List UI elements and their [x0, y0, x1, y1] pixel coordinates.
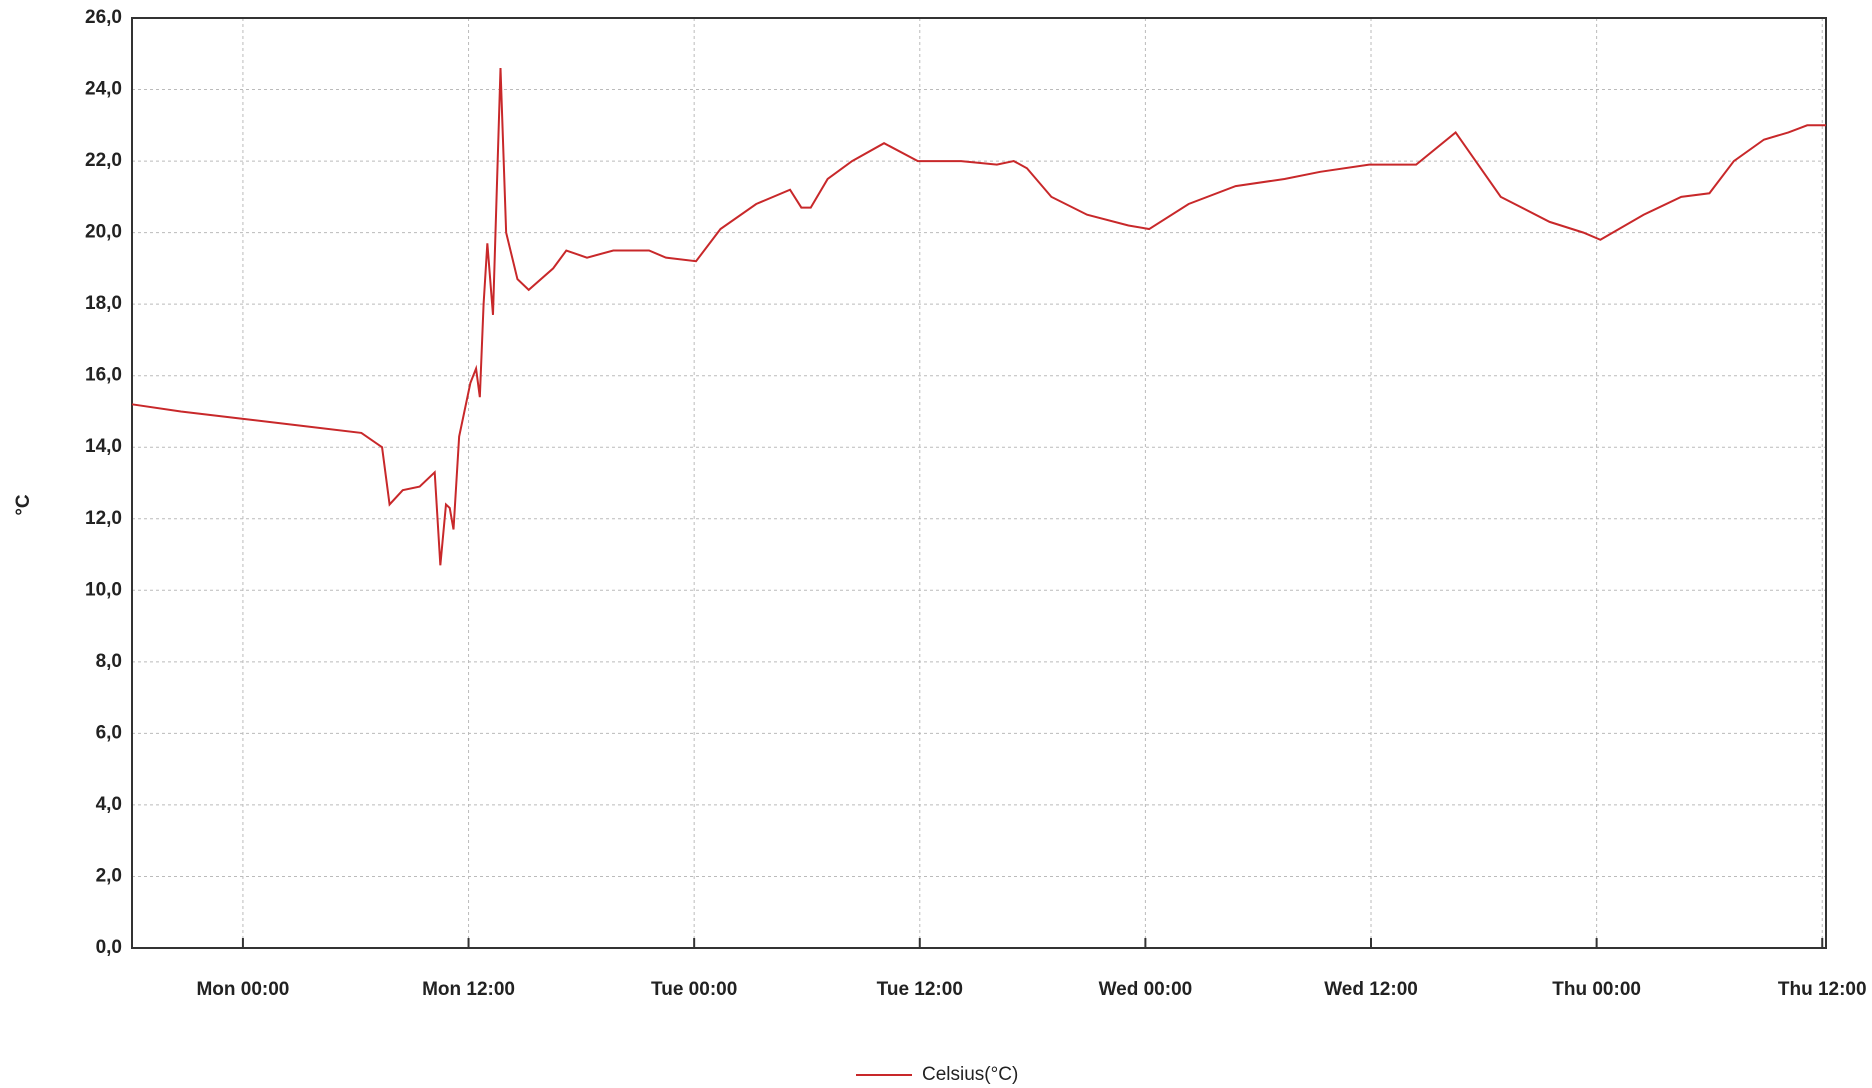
y-axis-label: °C [13, 494, 34, 516]
y-tick-label: 16,0 [85, 365, 122, 386]
x-tick-label: Wed 00:00 [1099, 979, 1193, 1000]
x-tick-label: Tue 00:00 [651, 979, 737, 1000]
y-tick-label: 4,0 [96, 794, 122, 815]
x-tick-label: Mon 12:00 [422, 979, 515, 1000]
y-tick-label: 8,0 [96, 651, 122, 672]
y-tick-label: 12,0 [85, 508, 122, 529]
x-tick-label: Mon 00:00 [196, 979, 289, 1000]
y-tick-label: 18,0 [85, 293, 122, 314]
y-tick-label: 24,0 [85, 79, 122, 100]
y-tick-label: 0,0 [96, 937, 122, 958]
x-tick-label: Tue 12:00 [877, 979, 963, 1000]
y-tick-label: 10,0 [85, 579, 122, 600]
y-tick-label: 6,0 [96, 722, 122, 743]
y-tick-label: 20,0 [85, 222, 122, 243]
y-tick-label: 14,0 [85, 436, 122, 457]
y-tick-label: 2,0 [96, 865, 122, 886]
x-tick-label: Thu 12:00 [1778, 979, 1867, 1000]
data-line [131, 68, 1826, 566]
x-tick-label: Wed 12:00 [1324, 979, 1418, 1000]
plot-frame [131, 17, 1827, 949]
x-tick-label: Thu 00:00 [1552, 979, 1641, 1000]
y-tick-label: 26,0 [85, 7, 122, 28]
y-tick-label: 22,0 [85, 150, 122, 171]
legend-label: Celsius(°C) [922, 1064, 1018, 1085]
